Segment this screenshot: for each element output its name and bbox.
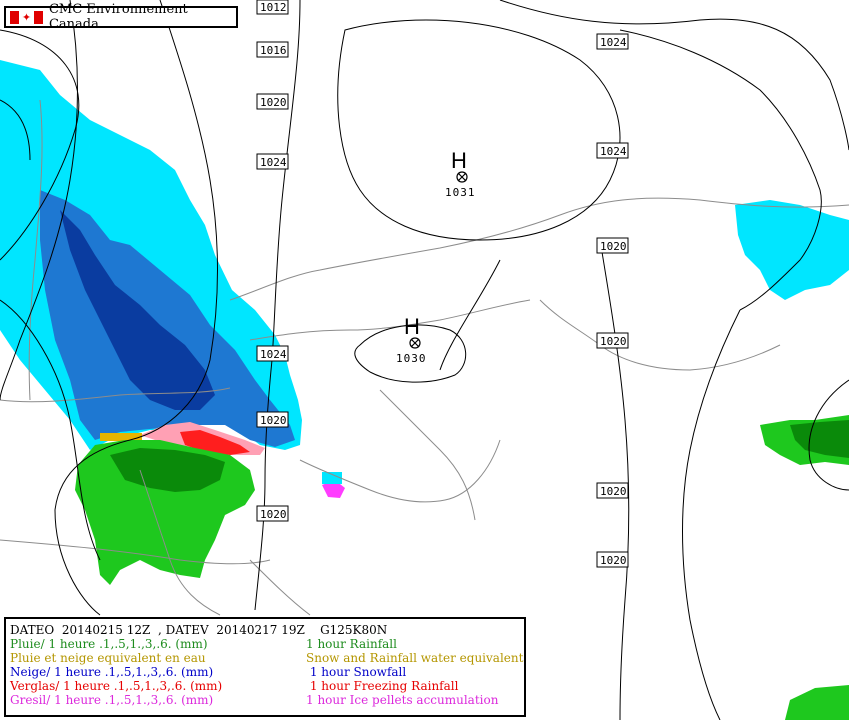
isobar-label: 1020 xyxy=(600,240,627,253)
isobar-label: 1024 xyxy=(600,36,627,49)
legend-mixed-en: Snow and Rainfall water equivalent xyxy=(306,651,524,665)
snow-area-small xyxy=(322,472,342,484)
legend-freezing-en: 1 hour Freezing Rainfall xyxy=(306,679,459,693)
high-pressure-label: H xyxy=(404,314,420,339)
rain-area-heavy xyxy=(110,448,225,492)
isobar-label: 1024 xyxy=(600,145,627,158)
high-pressure-value: 1030 xyxy=(396,352,427,365)
rain-area-east-heavy xyxy=(790,420,849,458)
agency-banner: ✦ CMC Environnement Canada xyxy=(4,2,238,32)
legend-mixed-fr: Pluie et neige equivalent en eau xyxy=(10,651,206,665)
agency-name: CMC Environnement Canada xyxy=(48,2,188,32)
high-pressure-label: H xyxy=(451,148,467,173)
geography-lines xyxy=(0,99,849,616)
legend-ice-en: 1 hour Ice pellets accumulation xyxy=(306,693,499,707)
isobar-label: 1020 xyxy=(600,485,627,498)
canada-flag-icon: ✦ xyxy=(10,10,43,24)
snow-area-heavy xyxy=(60,210,215,410)
ice-pellets-area xyxy=(322,480,345,498)
legend-header: DATEO 20140215 12Z , DATEV 20140217 19Z … xyxy=(10,623,524,637)
isobar-label: 1024 xyxy=(260,156,287,169)
legend-row-freezing-rain: Verglas/ 1 heure .1,.5,1.,3,.6. (mm) 1 h… xyxy=(10,679,524,693)
mixed-precip-area xyxy=(100,433,142,441)
legend-row-snow: Neige/ 1 heure .1,.5,1.,3,.6. (mm) 1 hou… xyxy=(10,665,524,679)
isobar-label: 1016 xyxy=(260,44,287,57)
legend-row-mixed: Pluie et neige equivalent en eau Snow an… xyxy=(10,651,524,665)
isobar-label: 1012 xyxy=(260,1,287,14)
legend-panel: DATEO 20140215 12Z , DATEV 20140217 19Z … xyxy=(4,617,526,717)
isobar-label: 1020 xyxy=(260,96,287,109)
legend-snow-fr: Neige/ 1 heure .1,.5,1.,3,.6. (mm) xyxy=(10,665,214,679)
high-pressure-1031: H 1031 xyxy=(445,148,476,199)
legend-ice-fr: Gresil/ 1 heure .1,.5,1.,3,.6. (mm) xyxy=(10,693,214,707)
legend-header-text: DATEO 20140215 12Z , DATEV 20140217 19Z … xyxy=(10,623,388,637)
snow-area-east xyxy=(735,200,849,300)
snow-area-medium xyxy=(40,190,295,447)
precipitation-fields xyxy=(0,60,849,720)
rain-area-southeast xyxy=(785,685,849,720)
isobar-label: 1020 xyxy=(260,414,287,427)
high-center-icon xyxy=(409,337,421,349)
isobar-label: 1020 xyxy=(600,335,627,348)
legend-freezing-fr: Verglas/ 1 heure .1,.5,1.,3,.6. (mm) xyxy=(10,679,223,693)
legend-rain-en: 1 hour Rainfall xyxy=(306,637,397,651)
isobar-labels: 1012 1016 1020 1024 1024 1024 1020 1020 … xyxy=(256,0,629,568)
legend-row-ice-pellets: Gresil/ 1 heure .1,.5,1.,3,.6. (mm) 1 ho… xyxy=(10,693,524,707)
isobar-label: 1020 xyxy=(260,508,287,521)
high-center-icon xyxy=(456,171,468,183)
legend-snow-en: 1 hour Snowfall xyxy=(306,665,407,679)
isobar-label: 1024 xyxy=(260,348,287,361)
isobar-label: 1020 xyxy=(600,554,627,567)
legend-row-rain: Pluie/ 1 heure .1,.5,1.,3,.6. (mm) 1 hou… xyxy=(10,637,524,651)
legend-rain-fr: Pluie/ 1 heure .1,.5,1.,3,.6. (mm) xyxy=(10,637,208,651)
high-pressure-value: 1031 xyxy=(445,186,476,199)
high-pressure-1030: H 1030 xyxy=(396,314,427,365)
